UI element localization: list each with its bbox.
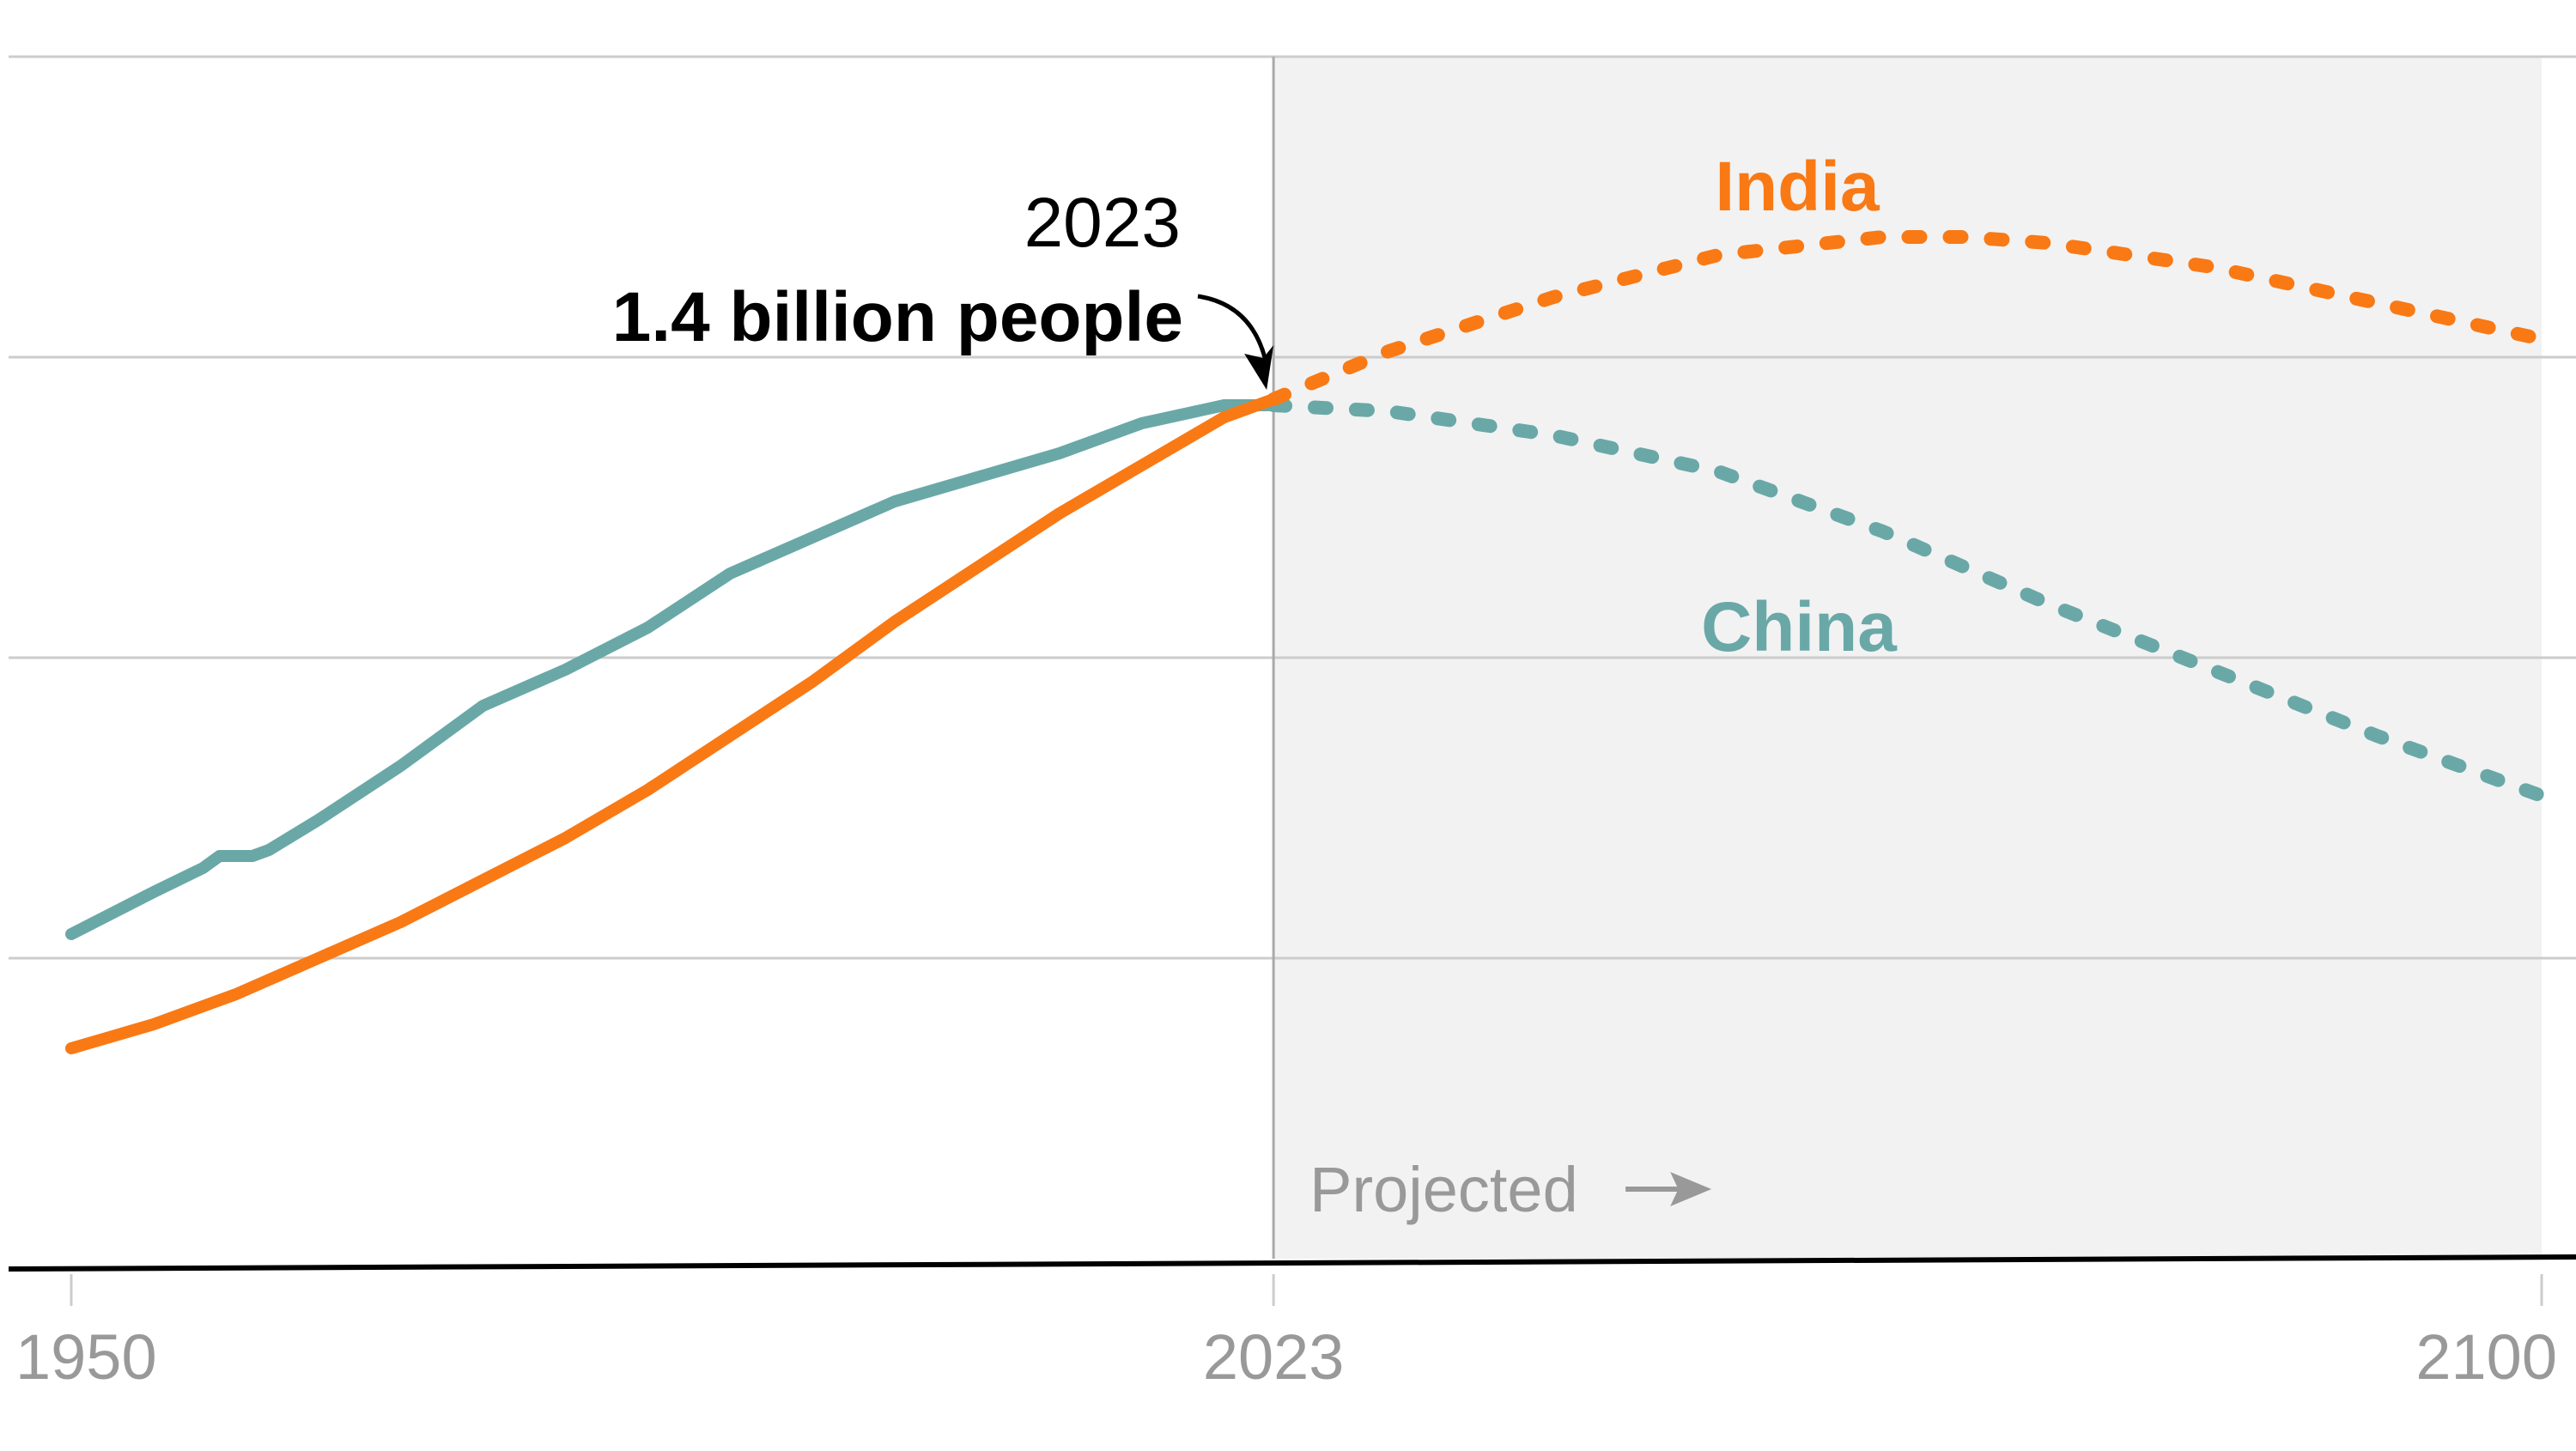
- x-axis-baseline: [8, 1254, 2576, 1272]
- series-india-projected-line: [1267, 230, 2549, 406]
- annotation-arrowhead-icon: [1244, 345, 1274, 390]
- x-tick-label-2023: 2023: [1203, 1321, 1345, 1393]
- series-india-historical-line: [65, 393, 1280, 1054]
- series-china-historical-line: [65, 399, 1280, 940]
- projected-arrow-icon: [1625, 1172, 1712, 1206]
- annotation-arrow-icon: [1197, 294, 1267, 359]
- series-label-india: India: [1715, 148, 1880, 226]
- x-axis-ticks: 1950 2023 2100: [15, 1274, 2557, 1393]
- annotation-value: 1.4 billion people: [612, 278, 1183, 356]
- gridlines: [9, 55, 2576, 960]
- series-china-projected-line: [1267, 398, 2549, 803]
- x-tick-label-2100: 2100: [2415, 1321, 2557, 1393]
- series-label-china: China: [1701, 588, 1898, 666]
- annotation-year: 2023: [1024, 184, 1181, 262]
- x-tick-label-1950: 1950: [15, 1321, 157, 1393]
- series-layer: [65, 230, 2549, 1054]
- projected-label: Projected: [1309, 1154, 1578, 1225]
